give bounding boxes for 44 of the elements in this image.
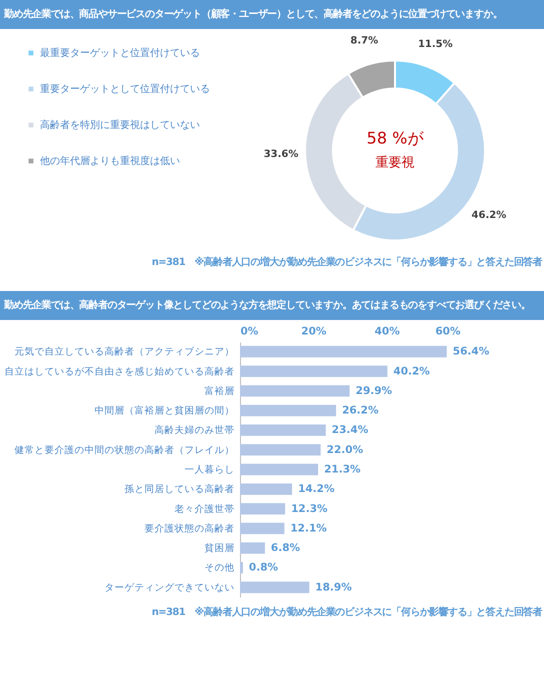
x-tick-label: 20% — [301, 326, 327, 338]
text: 重要視 — [376, 156, 414, 170]
y-tick-label: ターゲティングできていない — [104, 582, 234, 594]
legend-label: 最重要ターゲットと位置付けている — [40, 47, 200, 59]
chart-title: 勤め先企業では、高齢者のターゲット像としてどのような方を想定していますか。あてはまるものをすべてお選びください。 — [0, 291, 544, 320]
data-label: 21.3% — [324, 464, 362, 476]
data-label: 6.8% — [270, 542, 301, 554]
y-tick-label: 元気で自立している高齢者（アクティブシニア） — [14, 346, 234, 358]
chart-title: 勤め先企業では、商品やサービスのターゲット（顧客・ユーザー）として、高齢者をどのように位置づけていますか。 — [0, 0, 544, 29]
y-tick-label: 老々介護世帯 — [174, 502, 234, 515]
legend-label: 重要ターゲットとして位置付けている — [40, 83, 210, 95]
y-tick-label: 貧困層 — [204, 542, 234, 554]
data-label: 12.3% — [291, 502, 328, 515]
data-label: 18.9% — [315, 581, 352, 594]
data-label: 56.4% — [452, 346, 490, 358]
data-label: 12.1% — [290, 522, 328, 534]
legend-label: 他の年代層よりも重視度は低い — [40, 155, 180, 167]
data-label: 29.9% — [356, 384, 393, 397]
x-tick-label: 40% — [374, 326, 400, 338]
text: n=381 ※高齢者人口の増大が勤め先企業のビジネスに「何らか影響する」と答えた回答者 — [150, 605, 544, 619]
y-tick-label: 孫と同居している高齢者 — [124, 483, 234, 496]
text: 58 %が — [366, 128, 424, 148]
y-tick-label: 要介護状態の高齢者 — [144, 522, 234, 534]
x-tick-label: 60% — [435, 326, 461, 338]
x-tick-label: 0% — [240, 326, 259, 338]
text: n=381 ※高齢者人口の増大が勤め先企業のビジネスに「何らか影響する」と答えた回答者 — [150, 255, 544, 269]
data-label: 46.2% — [472, 210, 506, 222]
data-label: 14.2% — [298, 483, 335, 496]
data-label: 23.4% — [332, 424, 369, 436]
y-tick-label: 自立はしているが不自由さを感じ始めている高齢者 — [4, 365, 234, 378]
y-tick-label: 健常と要介護の中間の状態の高齢者（フレイル） — [14, 444, 234, 456]
y-tick-label: 富裕層 — [204, 384, 234, 397]
data-label: 11.5% — [418, 38, 453, 50]
y-tick-label: 中間層（富裕層と貧困層の間） — [94, 404, 234, 417]
y-tick-label: 一人暮らし — [184, 464, 234, 476]
data-label: 22.0% — [326, 444, 364, 456]
y-tick-label: その他 — [204, 562, 234, 574]
data-label: 40.2% — [393, 365, 430, 378]
data-label: 0.8% — [248, 562, 279, 574]
y-tick-label: 高齢夫婦のみ世帯 — [154, 424, 234, 436]
data-label: 33.6% — [264, 149, 298, 160]
legend-label: 高齢者を特別に重要視はしていない — [40, 119, 200, 131]
data-label: 26.2% — [342, 404, 379, 417]
data-label: 8.7% — [350, 36, 378, 47]
